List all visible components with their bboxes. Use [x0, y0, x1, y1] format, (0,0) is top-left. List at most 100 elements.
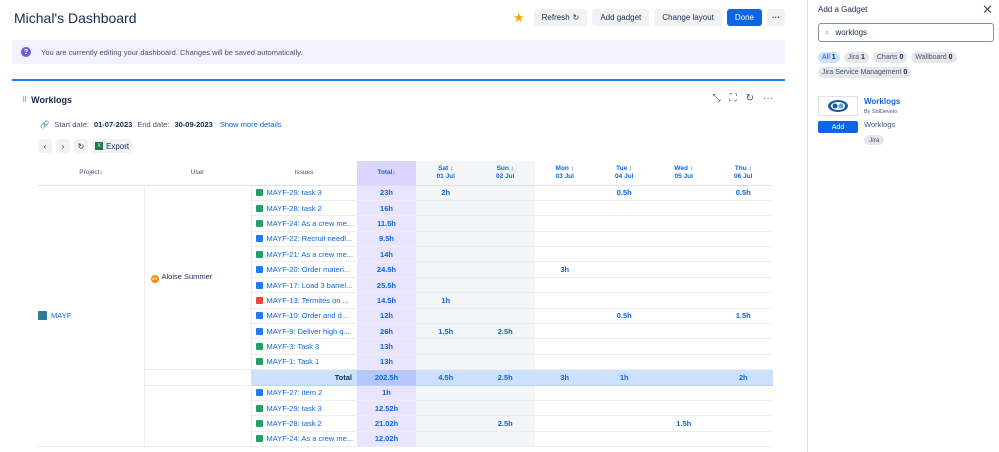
table-header-row: Project↕ User Issues Total↕ Sat ↕ 01 Jul … — [38, 161, 773, 186]
issue-link[interactable]: MAYF-29: task 3 — [266, 403, 322, 413]
change-layout-button[interactable]: Change layout — [654, 9, 722, 26]
issue-link[interactable]: MAYF-28: task 2 — [266, 203, 322, 213]
refresh-icon[interactable]: ↻ — [745, 93, 754, 104]
add-gadget-button[interactable]: Add gadget — [592, 9, 650, 26]
export-button[interactable]: X Export — [92, 139, 133, 153]
day-cell — [594, 277, 654, 294]
col-issues: Issues — [251, 161, 357, 186]
reload-button[interactable]: ↻ — [74, 139, 88, 153]
end-label: End date: — [137, 120, 170, 129]
issue-link[interactable]: MAYF-20: Order materi... — [266, 265, 351, 275]
col-project[interactable]: Project↕ — [38, 161, 144, 186]
filter-chip[interactable]: All 1 — [818, 52, 840, 63]
issue-link[interactable]: MAYF-29: task 3 — [266, 188, 322, 198]
refresh-icon: ↻ — [77, 141, 85, 151]
issue-type-icon — [255, 235, 263, 243]
day-cell — [713, 261, 773, 278]
more-icon[interactable]: ··· — [763, 93, 773, 104]
col-day[interactable]: Mon ↕ 03 Jul — [535, 161, 595, 186]
col-day[interactable]: Sat ↕ 01 Jul — [416, 161, 476, 186]
day-cell — [654, 338, 714, 355]
filter-chip[interactable]: Charts 0 — [872, 52, 908, 63]
user-cell — [144, 385, 252, 448]
issue-cell[interactable]: MAYF-28: task 2 — [251, 200, 357, 217]
issue-link[interactable]: MAYF-24: As a crew me... — [266, 434, 354, 444]
done-button[interactable]: Done — [726, 9, 762, 26]
day-cell — [475, 215, 535, 232]
total-cell: 14h — [357, 246, 416, 263]
prev-button[interactable]: ‹ — [38, 139, 52, 153]
user-cell: AS Aloise Summer — [144, 185, 252, 371]
issue-type-icon — [255, 250, 263, 258]
table-row: MAYF-24: As a crew me... 12.02h — [38, 431, 773, 448]
issue-link[interactable]: MAYF-17: Load 3 barrel... — [266, 280, 353, 290]
issue-link[interactable]: MAYF-1: Task 1 — [266, 357, 320, 367]
issue-cell[interactable]: MAYF-29: task 3 — [251, 185, 357, 201]
chip-count: 1 — [831, 54, 836, 61]
col-total[interactable]: Total↕ — [357, 161, 416, 186]
filter-chip[interactable]: Wallboard 0 — [911, 52, 957, 63]
issue-cell[interactable]: MAYF-20: Order materi... — [251, 261, 357, 278]
issue-link[interactable]: MAYF-13: Termites on ... — [266, 295, 349, 305]
gadget-search-input[interactable]: ⌕ worklogs — [818, 23, 994, 42]
issue-link[interactable]: MAYF-9: Deliver high q... — [266, 326, 350, 336]
filter-chip[interactable]: Jira 1 — [843, 52, 869, 63]
gadget-title: Worklogs — [31, 95, 72, 105]
day-cell — [654, 215, 714, 232]
more-button[interactable]: ··· — [767, 9, 785, 26]
filter-chip[interactable]: Jira Service Management 0 — [818, 67, 912, 78]
issue-link[interactable]: MAYF-21: As a crew me... — [266, 249, 354, 259]
issue-cell[interactable]: MAYF-29: task 3 — [251, 400, 357, 417]
issue-cell[interactable]: MAYF-10: Order and d... — [251, 308, 357, 325]
day-cell — [416, 385, 476, 401]
add-button[interactable]: Add — [818, 121, 858, 133]
project-link[interactable]: MAYF — [51, 311, 72, 321]
issue-type-icon — [255, 389, 263, 397]
close-icon[interactable]: ✕ — [982, 2, 993, 17]
issue-link[interactable]: MAYF-28: task 2 — [266, 419, 322, 429]
col-day[interactable]: Sun ↕ 02 Jul — [475, 161, 535, 186]
col-day[interactable]: Wed ↕ 05 Jul — [654, 161, 714, 186]
issue-cell[interactable]: MAYF-24: As a crew me... — [251, 431, 357, 448]
issue-cell[interactable]: MAYF-1: Task 1 — [251, 354, 357, 371]
col-day[interactable]: Thu ↕ 06 Jul — [713, 161, 773, 186]
issue-cell[interactable]: MAYF-21: As a crew me... — [251, 246, 357, 263]
issue-link[interactable]: MAYF-24: As a crew me... — [266, 218, 354, 228]
day-cell — [535, 415, 595, 432]
issue-cell[interactable]: MAYF-22: Recruit needl... — [251, 231, 357, 248]
issue-cell[interactable]: MAYF-17: Load 3 barrel... — [251, 277, 357, 294]
day-total: 1h — [594, 369, 654, 386]
minimize-icon[interactable]: ⤡ — [712, 93, 721, 104]
issue-cell[interactable]: MAYF-9: Deliver high q... — [251, 323, 357, 340]
day-cell — [535, 246, 595, 263]
day-cell — [713, 354, 773, 371]
chip-label: Charts — [876, 54, 898, 61]
show-details-link[interactable]: Show more details — [219, 120, 282, 129]
chip-label: Jira — [847, 54, 859, 61]
refresh-button[interactable]: Refresh ↻ — [533, 9, 588, 26]
next-button[interactable]: › — [56, 139, 70, 153]
issue-cell[interactable]: MAYF-27: item 2 — [251, 385, 357, 401]
issue-cell[interactable]: MAYF-28: task 2 — [251, 415, 357, 432]
total-cell: 12.02h — [357, 431, 416, 448]
issue-link[interactable]: MAYF-10: Order and d... — [266, 311, 349, 321]
issue-link[interactable]: MAYF-27: item 2 — [266, 388, 323, 398]
issue-link[interactable]: MAYF-3: Task 3 — [266, 342, 320, 352]
day-cell: 1h — [416, 292, 476, 309]
day-total: 4.5h — [416, 369, 476, 386]
col-day[interactable]: Tue ↕ 04 Jul — [594, 161, 654, 186]
issue-link[interactable]: MAYF-22: Recruit needl... — [266, 234, 353, 244]
issue-cell[interactable]: MAYF-3: Task 3 — [251, 338, 357, 355]
drag-handle-icon[interactable]: ⠿ — [22, 97, 28, 104]
fullscreen-icon[interactable]: ⛶ — [729, 93, 737, 104]
day-cell: 1.5h — [654, 415, 714, 432]
total-cell: 1h — [357, 385, 416, 401]
issue-cell[interactable]: MAYF-24: As a crew me... — [251, 215, 357, 232]
day-cell — [416, 246, 476, 263]
issue-cell[interactable]: MAYF-13: Termites on ... — [251, 292, 357, 309]
day-cell — [475, 261, 535, 278]
day-cell — [654, 431, 714, 448]
day-cell — [654, 385, 714, 401]
star-icon[interactable]: ★ — [512, 9, 525, 25]
total-cell: 21.02h — [357, 415, 416, 432]
